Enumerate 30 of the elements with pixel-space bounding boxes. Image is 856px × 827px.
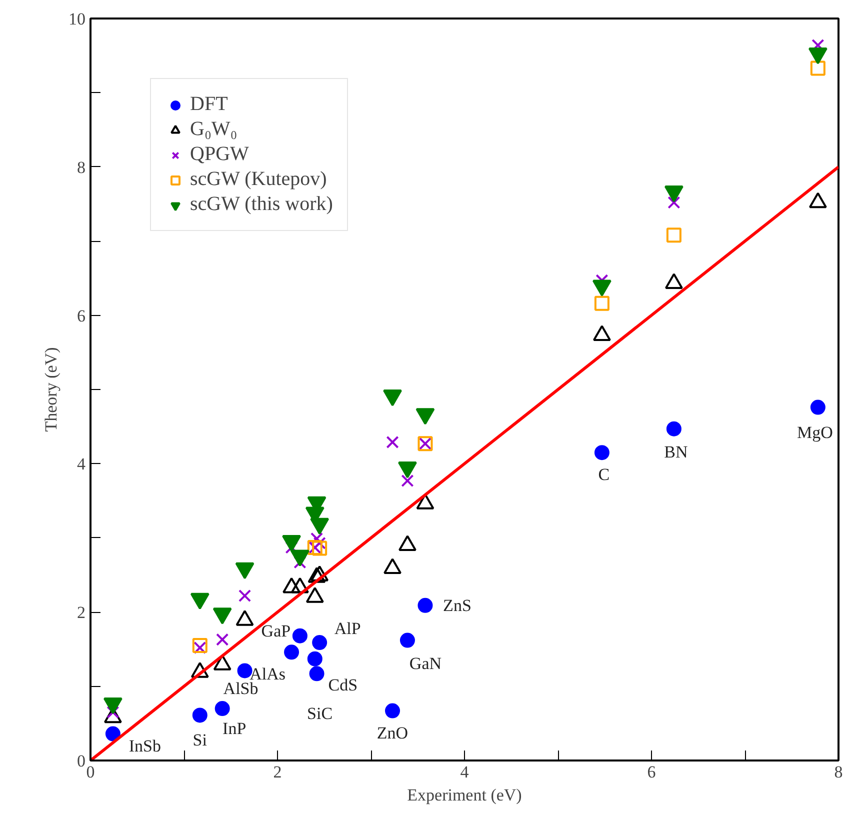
annotation: InP	[222, 719, 246, 738]
x-tick-label: 8	[834, 762, 843, 782]
annotation: AlP	[334, 619, 361, 638]
annotation: GaN	[409, 654, 442, 673]
x-tick-label: 2	[273, 762, 282, 782]
y-axis-title: Theory (eV)	[42, 347, 60, 432]
annotation: ZnS	[443, 596, 472, 615]
x-tick-label: 6	[647, 762, 656, 782]
annotation: Si	[192, 730, 208, 750]
x-tick-label: 4	[460, 762, 470, 782]
annotation: BN	[664, 442, 688, 462]
y-tick-label: 4	[77, 454, 86, 474]
annotation: MgO	[796, 422, 833, 442]
annotation: C	[598, 465, 610, 484]
legend-label: QPGW	[190, 143, 249, 166]
y-tick-label: 6	[77, 306, 86, 326]
annotation: InSb	[128, 736, 162, 756]
x-axis-title: Experiment (eV)	[407, 786, 522, 804]
annotation: SiC	[307, 704, 333, 724]
annotation: ZnO	[376, 723, 408, 742]
annotation: AlSb	[223, 679, 258, 698]
legend-label: scGW (this work)	[190, 193, 333, 216]
annotation: CdS	[328, 675, 358, 694]
legend-label: DFT	[190, 93, 228, 116]
legend-label: scGW (Kutepov)	[190, 168, 327, 191]
y-tick-label: 2	[77, 603, 86, 622]
y-tick-label: 10	[68, 10, 86, 28]
legend-label: G₀W₀	[190, 118, 238, 141]
annotation: GaP	[261, 621, 291, 640]
y-tick-label: 8	[77, 158, 86, 177]
